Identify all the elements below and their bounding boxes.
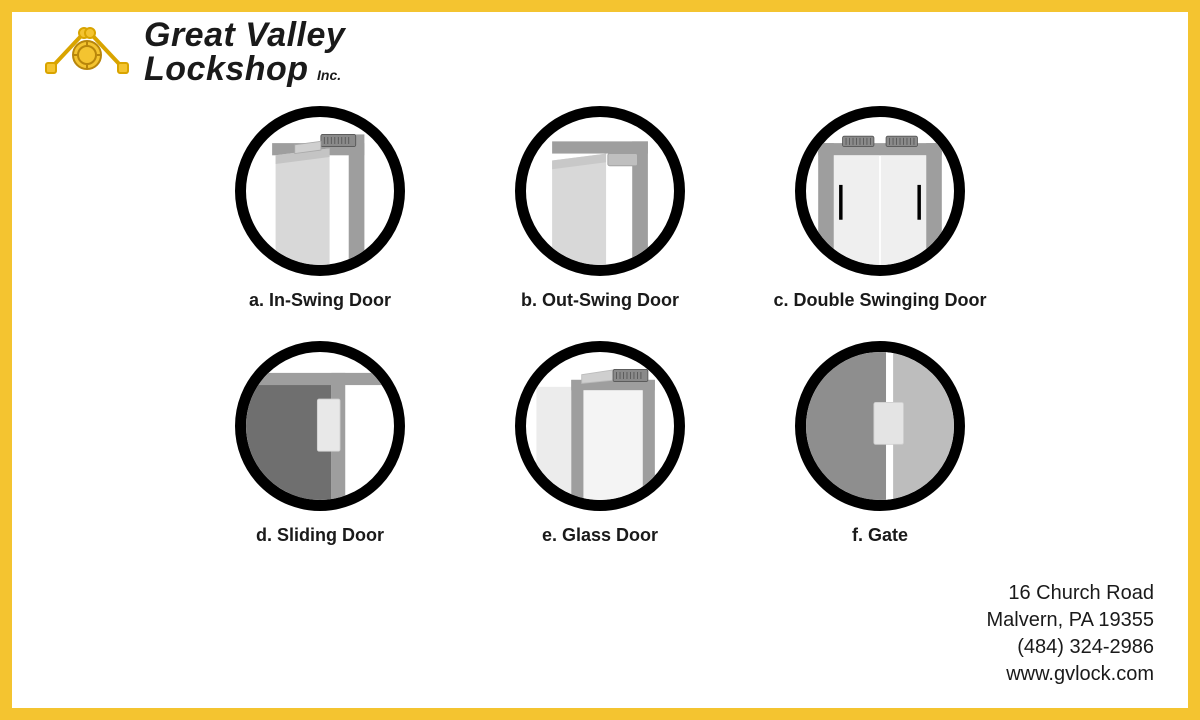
keys-lock-logo-icon	[42, 27, 132, 77]
brand-suffix: Inc.	[317, 67, 341, 83]
cell-in-swing: a. In-Swing Door	[200, 106, 440, 311]
caption-f: f. Gate	[852, 525, 908, 546]
caption-d: d. Sliding Door	[256, 525, 384, 546]
brand-line2: Lockshop	[144, 50, 309, 88]
diagram-gate	[795, 341, 965, 511]
diagram-in-swing	[235, 106, 405, 276]
in-swing-door-icon	[246, 117, 394, 265]
glass-door-icon	[526, 352, 674, 500]
contact-address-1: 16 Church Road	[986, 580, 1154, 607]
caption-c: c. Double Swinging Door	[774, 290, 987, 311]
cell-gate: f. Gate	[760, 341, 1000, 546]
brand-header: Great Valley Lockshop Inc.	[42, 18, 1168, 86]
contact-block: 16 Church Road Malvern, PA 19355 (484) 3…	[986, 580, 1154, 688]
diagram-sliding	[235, 341, 405, 511]
caption-b: b. Out-Swing Door	[521, 290, 679, 311]
cell-sliding: d. Sliding Door	[200, 341, 440, 546]
double-swing-door-icon	[806, 117, 954, 265]
contact-address-2: Malvern, PA 19355	[986, 607, 1154, 634]
brand-line1: Great Valley	[144, 18, 345, 52]
gate-icon	[806, 352, 954, 500]
diagram-glass	[515, 341, 685, 511]
caption-a: a. In-Swing Door	[249, 290, 391, 311]
caption-e: e. Glass Door	[542, 525, 658, 546]
contact-url: www.gvlock.com	[986, 661, 1154, 688]
out-swing-door-icon	[526, 117, 674, 265]
cell-glass: e. Glass Door	[480, 341, 720, 546]
sliding-door-icon	[246, 352, 394, 500]
contact-phone: (484) 324-2986	[986, 634, 1154, 661]
diagram-double-swing	[795, 106, 965, 276]
cell-out-swing: b. Out-Swing Door	[480, 106, 720, 311]
cell-double-swing: c. Double Swinging Door	[760, 106, 1000, 311]
page-frame: Great Valley Lockshop Inc.	[0, 0, 1200, 720]
diagram-out-swing	[515, 106, 685, 276]
door-type-grid: a. In-Swing Door b. Out-Swing Door	[200, 106, 1000, 546]
brand-text: Great Valley Lockshop Inc.	[144, 18, 345, 86]
